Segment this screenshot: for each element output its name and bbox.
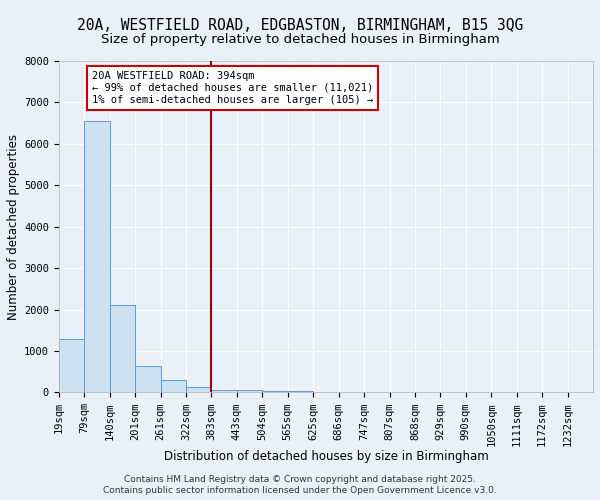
Text: Contains HM Land Registry data © Crown copyright and database right 2025.: Contains HM Land Registry data © Crown c… [124,475,476,484]
Text: 20A, WESTFIELD ROAD, EDGBASTON, BIRMINGHAM, B15 3QG: 20A, WESTFIELD ROAD, EDGBASTON, BIRMINGH… [77,18,523,32]
Bar [211,390,237,392]
Text: Contains public sector information licensed under the Open Government Licence v3: Contains public sector information licen… [103,486,497,495]
X-axis label: Distribution of detached houses by size in Birmingham: Distribution of detached houses by size … [164,450,488,463]
Bar [135,366,161,392]
Bar [237,390,262,392]
Bar [262,391,288,392]
Y-axis label: Number of detached properties: Number of detached properties [7,134,20,320]
Bar [186,387,211,392]
Bar [59,338,84,392]
Bar [110,306,135,392]
Text: Size of property relative to detached houses in Birmingham: Size of property relative to detached ho… [101,32,499,46]
Bar [161,380,186,392]
Text: 20A WESTFIELD ROAD: 394sqm
← 99% of detached houses are smaller (11,021)
1% of s: 20A WESTFIELD ROAD: 394sqm ← 99% of deta… [92,72,373,104]
Bar [84,121,110,392]
Bar [288,391,313,392]
